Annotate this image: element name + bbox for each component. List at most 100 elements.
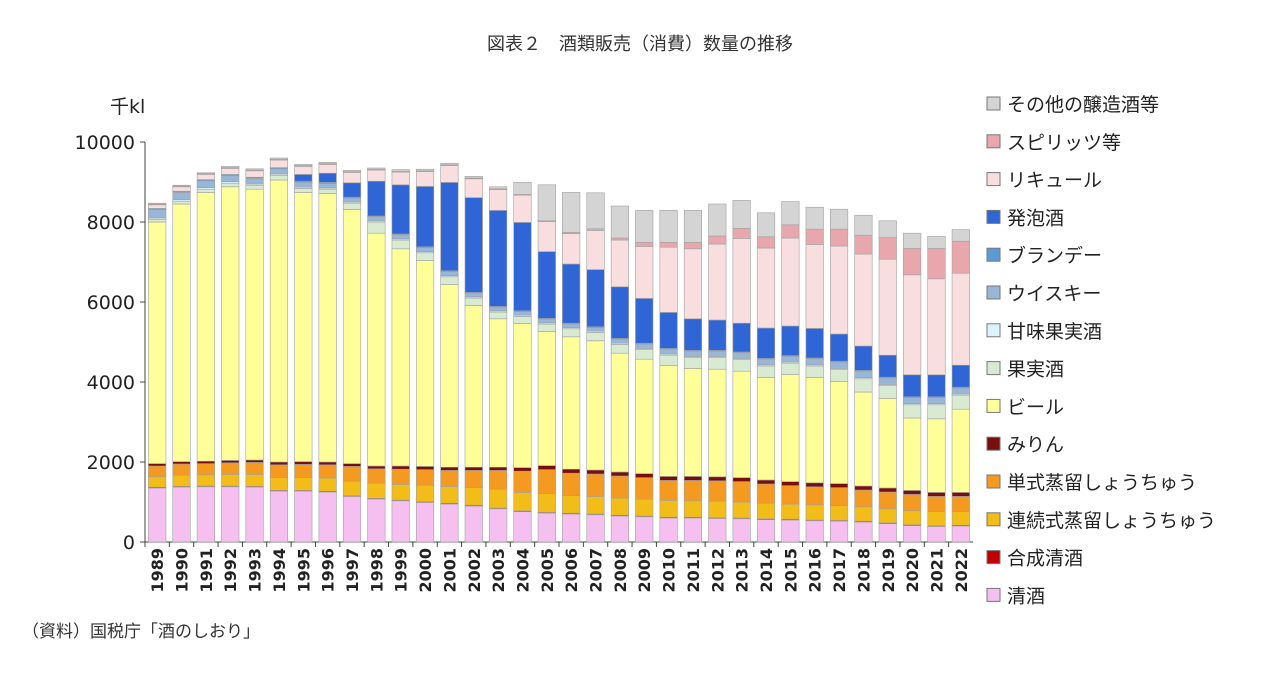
bar-segment [586,514,605,543]
bar-segment [659,210,678,243]
legend-swatch [986,436,1001,451]
bar-segment [927,418,946,493]
bar-segment [489,488,508,509]
legend-swatch [986,361,1001,376]
bar-segment [829,228,849,247]
bar-segment [489,210,508,307]
bar-segment [781,224,800,239]
bar-segment [245,185,264,190]
bar-segment [805,377,824,484]
bar-segment [415,466,435,470]
bar-segment [927,511,946,526]
bar-segment [732,477,751,482]
bar-segment [781,201,800,226]
bar-segment [269,175,289,181]
bar-segment [903,374,922,398]
bar-segment [269,490,289,543]
bar-segment [951,387,970,395]
bar-segment [269,179,289,463]
bar-segment [148,476,167,488]
x-tick-label: 2005 [538,548,557,593]
legend-swatch [986,96,1001,111]
bar-segment [294,174,313,182]
legend-label: 単式蒸留しょうちゅう [1007,472,1197,494]
y-tick-label: 2000 [87,452,135,474]
bar-segment [318,461,337,466]
bar-segment [756,502,776,520]
bar-segment [342,496,362,543]
source-note: （資料）国税庁「酒のしおり」 [22,622,260,642]
bar-segment [805,504,824,521]
bar-segment [391,234,410,240]
legend-swatch [986,474,1001,489]
x-tick-label: 2018 [854,548,873,593]
bar-segment [172,184,191,187]
bar-segment [562,328,581,338]
bar-segment [756,358,776,366]
bar-segment [269,168,289,175]
legend-label: 甘味果実酒 [1007,321,1102,343]
x-tick-label: 2010 [660,548,679,593]
bar-segment [342,209,362,464]
bar-segment [342,202,362,210]
bar-segment [440,162,459,166]
bar-segment [829,245,849,335]
bar-segment [318,172,337,183]
x-tick-label: 2013 [733,548,752,593]
bar-segment [708,518,727,543]
bar-segment [781,237,800,327]
bar-segment [854,214,873,236]
bar-segment [951,511,970,526]
bar-segment [829,505,849,521]
bar-segment [391,248,410,467]
x-tick-label: 2008 [611,548,630,593]
bar-segment [464,505,483,543]
bar-segment [756,483,776,504]
bar-segment [756,247,776,329]
x-tick-label: 2011 [684,548,703,593]
bar-segment [903,490,922,495]
y-axis-unit-label: 千kl [110,96,145,118]
bar-segment [415,171,435,187]
legend-label: スピリッツ等 [1007,132,1121,154]
bar-segment [391,500,410,543]
bar-segment [903,274,922,376]
bar-segment [732,370,751,478]
bar-segment [172,200,191,205]
legend-label: その他の醸造酒等 [1007,94,1159,116]
bar-segment [196,180,215,188]
bar-segment [537,221,556,252]
bar-segment [391,171,410,186]
bar-segment [708,350,727,357]
legend-swatch [986,134,1001,149]
x-tick-label: 1993 [246,548,265,593]
bar-segment [732,518,751,543]
bar-segment [415,484,435,502]
bar-segment [318,491,337,543]
bar-segment [172,203,191,462]
bar-segment [659,312,678,349]
bar-segment [562,495,581,514]
legend-label: 合成清酒 [1007,548,1083,570]
bar-segment [732,228,751,239]
bar-segment [805,228,824,245]
bar-segment [391,169,410,172]
bar-segment [221,460,240,464]
bar-segment [391,465,410,470]
bar-segment [586,340,605,471]
bar-segment [367,498,386,543]
x-tick-label: 1992 [221,548,240,593]
legend-swatch [986,247,1001,262]
bar-segment [440,466,459,471]
bar-segment [537,323,556,332]
bar-segment [586,327,605,332]
bar-segment [829,487,849,506]
bar-segment [440,165,459,183]
bar-segment [708,480,727,502]
bar-segment [440,503,459,543]
bar-segment [294,166,313,175]
bar-segment [951,394,970,410]
bar-segment [781,481,800,486]
bar-segment [659,517,678,543]
